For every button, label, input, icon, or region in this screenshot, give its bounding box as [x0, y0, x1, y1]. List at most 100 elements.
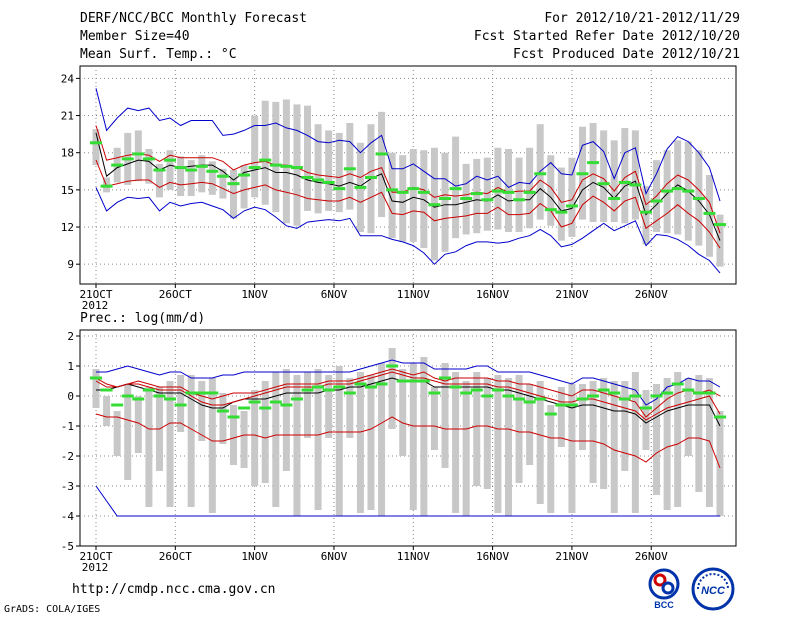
ensemble-box	[145, 387, 153, 507]
plot-frame	[79, 329, 737, 547]
ensemble-box	[716, 214, 724, 267]
median-marker	[259, 406, 272, 410]
series-line-upper	[95, 368, 721, 418]
ensemble-box	[367, 375, 375, 510]
median-marker	[227, 415, 240, 419]
median-marker	[290, 397, 303, 401]
ensemble-box	[483, 157, 491, 231]
median-marker	[238, 406, 251, 410]
ensemble-box	[304, 372, 312, 438]
fcst-produced-date: Fcst Produced Date 2012/10/21	[513, 47, 740, 62]
x-tick-label: 11NOV	[397, 550, 430, 563]
median-marker	[248, 400, 261, 404]
ensemble-box	[124, 384, 132, 480]
median-marker	[238, 173, 251, 177]
median-marker	[343, 167, 356, 171]
median-marker	[703, 211, 716, 215]
y-tick-label: -4	[61, 510, 75, 523]
median-marker	[703, 391, 716, 395]
ensemble-box	[610, 140, 618, 223]
median-marker	[650, 199, 663, 203]
median-marker	[132, 397, 145, 401]
ensemble-box	[441, 152, 449, 252]
x-year-label: 2012	[82, 561, 109, 574]
median-marker	[322, 388, 335, 392]
y-tick-label: 9	[67, 258, 74, 271]
y-tick-label: 21	[61, 110, 74, 123]
median-marker	[534, 172, 547, 176]
median-marker	[386, 364, 399, 368]
bcc-logo-swirl-blue	[661, 581, 675, 595]
median-marker	[164, 397, 177, 401]
median-marker	[386, 188, 399, 192]
chart-title: DERF/NCC/BCC Monthly Forecast	[80, 11, 307, 26]
ensemble-box	[198, 155, 206, 193]
x-tick-label: 26OCT	[159, 288, 192, 301]
ensemble-box	[663, 378, 671, 510]
y-tick-label: -1	[61, 420, 74, 433]
ensemble-box	[325, 375, 333, 438]
variable-label: Mean Surf. Temp.: °C	[80, 47, 237, 62]
bcc-logo: BCC	[648, 568, 680, 610]
median-marker	[671, 382, 684, 386]
ensemble-box	[409, 363, 417, 510]
median-marker	[290, 166, 303, 170]
median-marker	[174, 166, 187, 170]
series-line-max	[96, 359, 721, 406]
ncc-logo-wreath	[697, 573, 729, 590]
ensemble-box	[494, 375, 502, 513]
median-marker	[576, 397, 589, 401]
x-tick-label: 26NOV	[635, 550, 668, 563]
ensemble-box	[452, 372, 460, 513]
median-marker	[692, 197, 705, 201]
median-marker	[375, 152, 388, 156]
median-marker	[185, 168, 198, 172]
ncc-logo-text: NCC	[701, 585, 726, 597]
median-marker	[661, 391, 674, 395]
ensemble-box	[430, 387, 438, 450]
ensemble-box	[399, 155, 407, 242]
ensemble-box	[134, 396, 142, 453]
median-marker	[523, 400, 536, 404]
y-tick-label: 15	[61, 184, 74, 197]
median-marker	[428, 203, 441, 207]
ensemble-box	[610, 381, 618, 513]
x-tick-label: 1NOV	[241, 288, 268, 301]
ensemble-box	[92, 369, 100, 408]
median-marker	[111, 163, 124, 167]
median-marker	[513, 397, 526, 401]
series-line-lower	[95, 413, 721, 469]
median-marker	[502, 190, 515, 194]
median-marker	[439, 197, 452, 201]
x-tick-label: 16NOV	[476, 288, 509, 301]
median-marker	[428, 391, 441, 395]
ensemble-box	[240, 411, 248, 468]
y-tick-label: 1	[67, 360, 74, 373]
ensemble-box	[536, 381, 544, 504]
x-tick-label: 6NOV	[321, 288, 348, 301]
ensemble-box	[684, 378, 692, 456]
ensemble-box	[346, 122, 354, 210]
precip-title: Prec.: log(mm/d)	[80, 311, 205, 326]
median-marker	[491, 189, 504, 193]
median-marker	[153, 168, 166, 172]
ensemble-box	[314, 369, 322, 510]
ensemble-box	[346, 378, 354, 438]
source-url[interactable]: http://cmdp.ncc.cma.gov.cn	[72, 582, 276, 597]
panel-precipitation: -5 -4 -3 -2 -1 0 1 2 21OCT 26OCT 1NOV 6NOV 11NOV 16NO…	[61, 329, 737, 574]
median-marker	[333, 385, 346, 389]
x-tick-label: 21OCT	[79, 550, 112, 563]
ensemble-box	[92, 129, 100, 166]
median-marker	[491, 388, 504, 392]
median-marker	[396, 190, 409, 194]
ensemble-box	[631, 130, 639, 220]
y-tick-label: 0	[67, 390, 74, 403]
median-marker	[481, 394, 494, 398]
median-marker	[269, 163, 282, 167]
plot-frame	[79, 65, 737, 285]
ncc-logo: NCC	[691, 567, 735, 611]
ensemble-box	[526, 147, 534, 229]
ensemble-box	[145, 148, 153, 184]
median-marker	[364, 385, 377, 389]
ensemble-box	[568, 384, 576, 513]
